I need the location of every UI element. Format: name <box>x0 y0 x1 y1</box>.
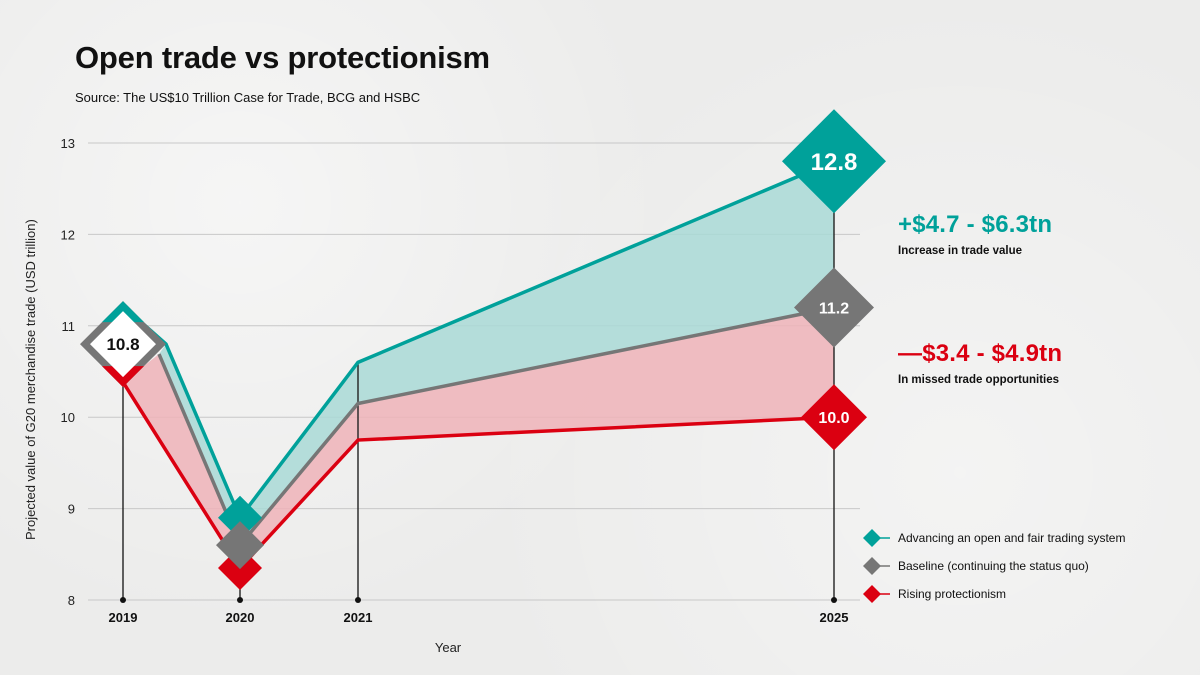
x-axis-label: Year <box>435 640 462 655</box>
protection-area-fill <box>123 307 834 569</box>
protection-2025-value-label: 10.0 <box>818 410 849 427</box>
y-tick-label: 11 <box>62 319 76 334</box>
callout-increase-caption: Increase in trade value <box>898 245 1023 257</box>
open-2025-value-label: 12.8 <box>811 149 858 176</box>
baseline-2025-marker <box>794 267 874 348</box>
open-area-fill <box>159 161 834 546</box>
legend-baseline-diamond-icon <box>863 557 890 575</box>
baseline-2025-value-label: 11.2 <box>819 300 849 317</box>
protection-2025-marker <box>801 384 867 451</box>
baseline-series-line <box>157 305 835 549</box>
legend-label-protection: Rising protectionism <box>898 587 1007 601</box>
legend-item-protection: Rising protectionism <box>862 580 1125 608</box>
open-2025-marker <box>782 109 886 214</box>
y-tick-label: 8 <box>68 593 75 608</box>
legend: Advancing an open and fair trading syste… <box>862 524 1125 608</box>
y-tick-labels: 13 12 11 10 9 8 <box>61 136 75 608</box>
chart-source: Source: The US$10 Trillion Case for Trad… <box>75 90 421 105</box>
x-tick-label: 2019 <box>109 610 138 625</box>
x-tick-labels: 2019 2020 2021 2025 <box>109 610 849 625</box>
year-dot <box>355 597 361 603</box>
x-tick-label: 2020 <box>226 610 255 625</box>
y-tick-label: 13 <box>61 136 75 151</box>
y-tick-label: 10 <box>61 410 75 425</box>
legend-protection-diamond-icon <box>863 585 890 603</box>
baseline-2020-marker <box>216 521 264 570</box>
year-dot <box>120 597 126 603</box>
callout-increase: +$4.7 - $6.3tn Increase in trade value <box>898 211 1052 257</box>
protection-series-line <box>121 381 835 571</box>
year-dot <box>831 597 837 603</box>
open-2020-marker <box>218 495 262 540</box>
y-tick-label: 9 <box>68 502 75 517</box>
callout-increase-value: +$4.7 - $6.3tn <box>898 211 1053 238</box>
callout-missed-caption: In missed trade opportunities <box>898 374 1060 386</box>
start-diamond-inner <box>90 311 156 378</box>
y-tick-label: 12 <box>61 227 75 242</box>
area-fills <box>123 161 834 569</box>
start-value-label: 10.8 <box>106 335 139 354</box>
year-dot <box>237 597 243 603</box>
legend-label-baseline: Baseline (continuing the status quo) <box>898 559 1089 573</box>
diamond-markers: 10.8 12.8 11.2 10.0 <box>80 109 886 591</box>
chart-title: Open trade vs protectionism <box>75 40 490 75</box>
x-tick-label: 2025 <box>820 610 849 625</box>
x-tick-label: 2021 <box>344 610 373 625</box>
callout-missed-value: —$3.4 - $4.9tn <box>898 340 1063 367</box>
legend-item-baseline: Baseline (continuing the status quo) <box>862 552 1125 580</box>
y-axis-label: Projected value of G20 merchandise trade… <box>23 219 38 540</box>
legend-label-open: Advancing an open and fair trading syste… <box>898 531 1126 545</box>
callout-missed: —$3.4 - $4.9tn In missed trade opportuni… <box>898 340 1062 386</box>
legend-open-diamond-icon <box>863 529 890 547</box>
legend-item-open: Advancing an open and fair trading syste… <box>862 524 1125 552</box>
